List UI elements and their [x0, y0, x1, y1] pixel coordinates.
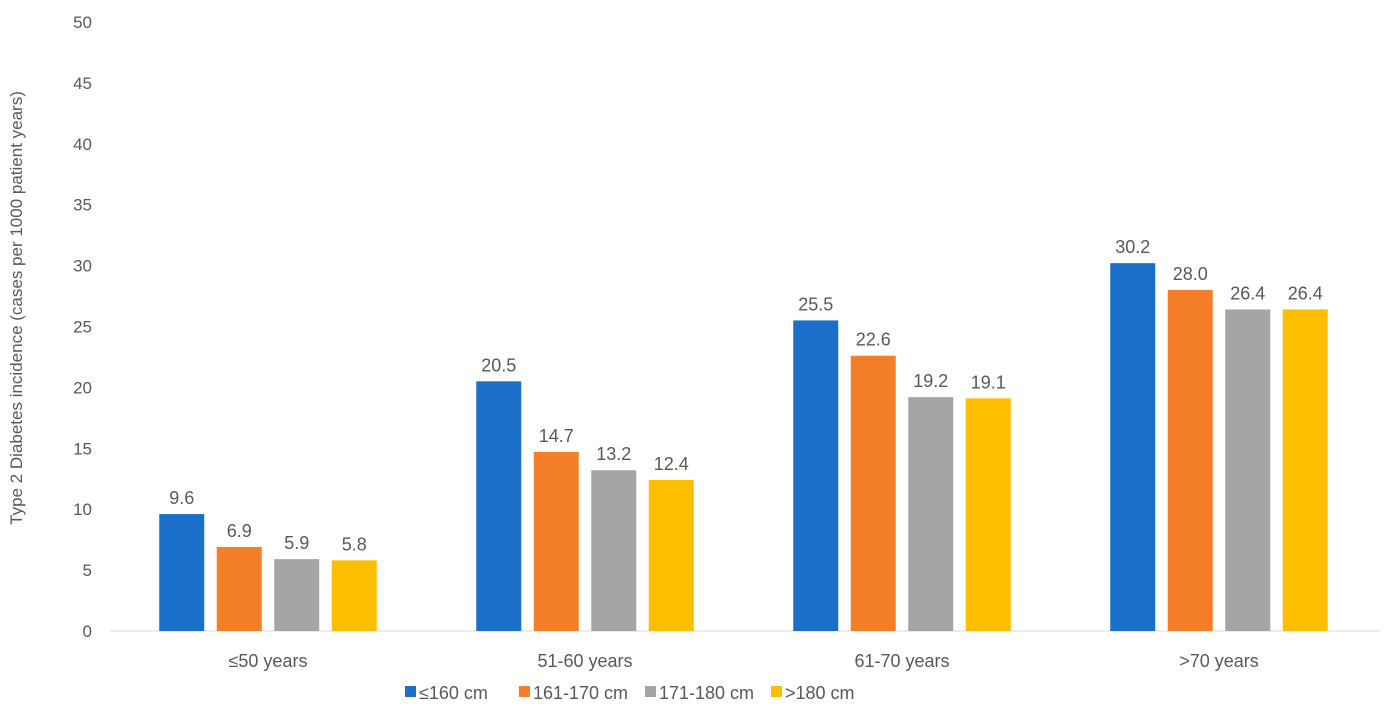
bar [1225, 309, 1271, 631]
bar [1167, 289, 1213, 631]
legend-item: >180 cm [771, 683, 855, 703]
data-label: 20.5 [481, 355, 516, 375]
legend-swatch [405, 686, 416, 697]
legend-label: 171-180 cm [659, 683, 754, 703]
y-tick-label: 35 [73, 196, 92, 215]
legend-item: 171-180 cm [645, 683, 754, 703]
data-label: 12.4 [654, 454, 689, 474]
bar [533, 451, 579, 631]
y-tick-label: 0 [83, 622, 92, 641]
data-label: 26.4 [1230, 283, 1265, 303]
y-tick-label: 45 [73, 74, 92, 93]
bar [648, 479, 694, 631]
bar [793, 320, 839, 631]
legend-swatch [519, 686, 530, 697]
data-label: 19.1 [971, 372, 1006, 392]
data-label: 28.0 [1173, 264, 1208, 284]
data-label: 5.8 [342, 534, 367, 554]
x-tick-label: >70 years [1179, 651, 1259, 671]
bar [1282, 309, 1328, 631]
legend-swatch [645, 686, 656, 697]
bar [159, 514, 205, 631]
y-tick-label: 25 [73, 318, 92, 337]
data-label: 26.4 [1288, 283, 1323, 303]
data-label: 13.2 [596, 444, 631, 464]
y-tick-label: 20 [73, 378, 92, 397]
y-tick-label: 10 [73, 500, 92, 519]
x-axis-ticks: ≤50 years 51-60 years 61-70 years >70 years [229, 651, 1259, 671]
legend-label: ≤160 cm [419, 683, 488, 703]
data-label: 30.2 [1115, 237, 1150, 257]
bar [331, 560, 377, 631]
y-axis-ticks: 0 5 10 15 20 25 30 35 40 45 50 [73, 13, 92, 641]
data-label: 9.6 [169, 488, 194, 508]
bar [1110, 263, 1156, 631]
legend: ≤160 cm 161-170 cm 171-180 cm >180 cm [405, 683, 855, 703]
legend-item: ≤160 cm [405, 683, 488, 703]
data-label: 19.2 [913, 371, 948, 391]
y-tick-label: 50 [73, 13, 92, 32]
data-label: 6.9 [227, 521, 252, 541]
data-label: 25.5 [798, 294, 833, 314]
legend-swatch [771, 686, 782, 697]
y-axis-label: Type 2 Diabetes incidence (cases per 100… [7, 91, 26, 525]
data-label: 14.7 [539, 426, 574, 446]
bar [908, 397, 954, 631]
legend-item: 161-170 cm [519, 683, 628, 703]
bar [216, 546, 262, 631]
bar [850, 355, 896, 631]
bar [965, 398, 1011, 631]
y-tick-label: 5 [83, 561, 92, 580]
y-tick-label: 30 [73, 257, 92, 276]
bar [476, 381, 522, 631]
bars: 9.6 6.9 5.9 5.8 20.5 14.7 13.2 12.4 25.5 22.6 19.2… [159, 237, 1328, 631]
x-tick-label: ≤50 years [229, 651, 308, 671]
x-tick-label: 61-70 years [854, 651, 949, 671]
bar [591, 470, 637, 631]
x-tick-label: 51-60 years [537, 651, 632, 671]
y-tick-label: 15 [73, 439, 92, 458]
bar [274, 559, 320, 631]
data-label: 22.6 [856, 330, 891, 350]
y-tick-label: 40 [73, 135, 92, 154]
data-label: 5.9 [284, 533, 309, 553]
legend-label: >180 cm [785, 683, 855, 703]
legend-label: 161-170 cm [533, 683, 628, 703]
